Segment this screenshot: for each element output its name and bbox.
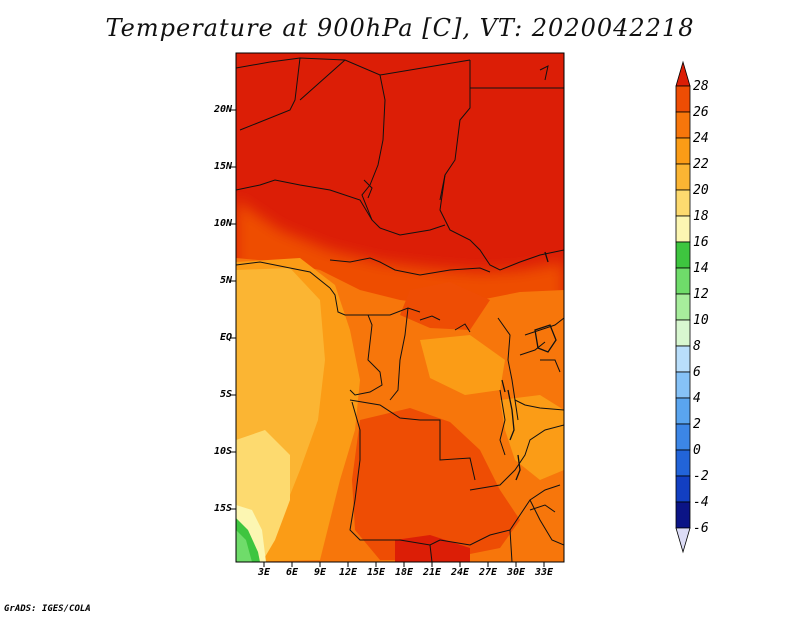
lat-label-20n: 20N (213, 104, 232, 115)
lon-label-30e: 30E (506, 567, 526, 578)
colorbar-label: 26 (693, 105, 709, 120)
colorbar-label: 4 (693, 391, 701, 406)
colorbar-segment (675, 111, 691, 139)
colorbar-label: 6 (693, 365, 701, 380)
colorbar-label: 20 (693, 183, 709, 198)
lat-label-10s: 10S (213, 446, 232, 457)
colorbar-label: 10 (693, 313, 709, 328)
colorbar (675, 60, 691, 554)
colorbar-segment (675, 423, 691, 451)
lat-label-15s: 15S (213, 503, 232, 514)
country-borders (236, 57, 564, 562)
colorbar-label: -4 (693, 495, 709, 510)
colorbar-top-arrow (675, 60, 691, 87)
colorbar-label: 28 (693, 79, 709, 94)
colorbar-segment (675, 475, 691, 503)
field-22-east (500, 395, 564, 480)
colorbar-label: 16 (693, 235, 709, 250)
field-28-south (395, 535, 470, 562)
colorbar-segment (675, 137, 691, 165)
colorbar-segment (675, 215, 691, 243)
colorbar-label: 18 (693, 209, 709, 224)
colorbar-segment (675, 371, 691, 399)
temperature-field (236, 53, 564, 562)
field-22-congo (420, 335, 505, 395)
colorbar-label: -2 (693, 469, 709, 484)
colorbar-segment (675, 319, 691, 347)
lon-label-21e: 21E (422, 567, 442, 578)
lakes (501, 251, 557, 481)
credit-text: GrADS: IGES/COLA (4, 604, 91, 614)
colorbar-segment (675, 189, 691, 217)
lon-label-15e: 15E (366, 567, 386, 578)
colorbar-label: 22 (693, 157, 709, 172)
lon-label-18e: 18E (394, 567, 414, 578)
map-title: Temperature at 900hPa [C], VT: 202004221… (105, 14, 695, 42)
lat-label-15n: 15N (213, 161, 232, 172)
lat-label-eq: EQ (219, 332, 232, 343)
lon-label-24e: 24E (450, 567, 470, 578)
field-12 (236, 530, 252, 562)
field-26-south (352, 408, 520, 560)
colorbar-label: 14 (693, 261, 709, 276)
colorbar-label: 12 (693, 287, 709, 302)
lat-label-5n: 5N (219, 275, 232, 286)
colorbar-segment (675, 293, 691, 321)
lat-label-10n: 10N (213, 218, 232, 229)
rivers (363, 65, 556, 513)
map-frame (235, 52, 565, 563)
lon-label-27e: 27E (478, 567, 498, 578)
colorbar-label: 0 (693, 443, 701, 458)
lon-label-33e: 33E (534, 567, 554, 578)
colorbar-label: -6 (693, 521, 709, 536)
colorbar-segment (675, 345, 691, 373)
colorbar-label: 24 (693, 131, 709, 146)
lon-label-6e: 6E (285, 567, 299, 578)
colorbar-bottom-arrow (675, 527, 691, 554)
colorbar-segment (675, 241, 691, 269)
colorbar-segment (675, 449, 691, 477)
colorbar-label: 2 (693, 417, 701, 432)
lat-ticks (231, 109, 236, 510)
colorbar-segment (675, 397, 691, 425)
colorbar-label: 8 (693, 339, 701, 354)
field-26-central (400, 282, 490, 330)
colorbar-segment (675, 267, 691, 295)
colorbar-segment (675, 501, 691, 529)
lat-label-5s: 5S (219, 389, 232, 400)
lon-label-3e: 3E (257, 567, 271, 578)
lon-label-12e: 12E (338, 567, 358, 578)
colorbar-segment (675, 163, 691, 191)
lon-ticks (263, 562, 545, 567)
colorbar-segment (675, 85, 691, 113)
lon-label-9e: 9E (313, 567, 327, 578)
